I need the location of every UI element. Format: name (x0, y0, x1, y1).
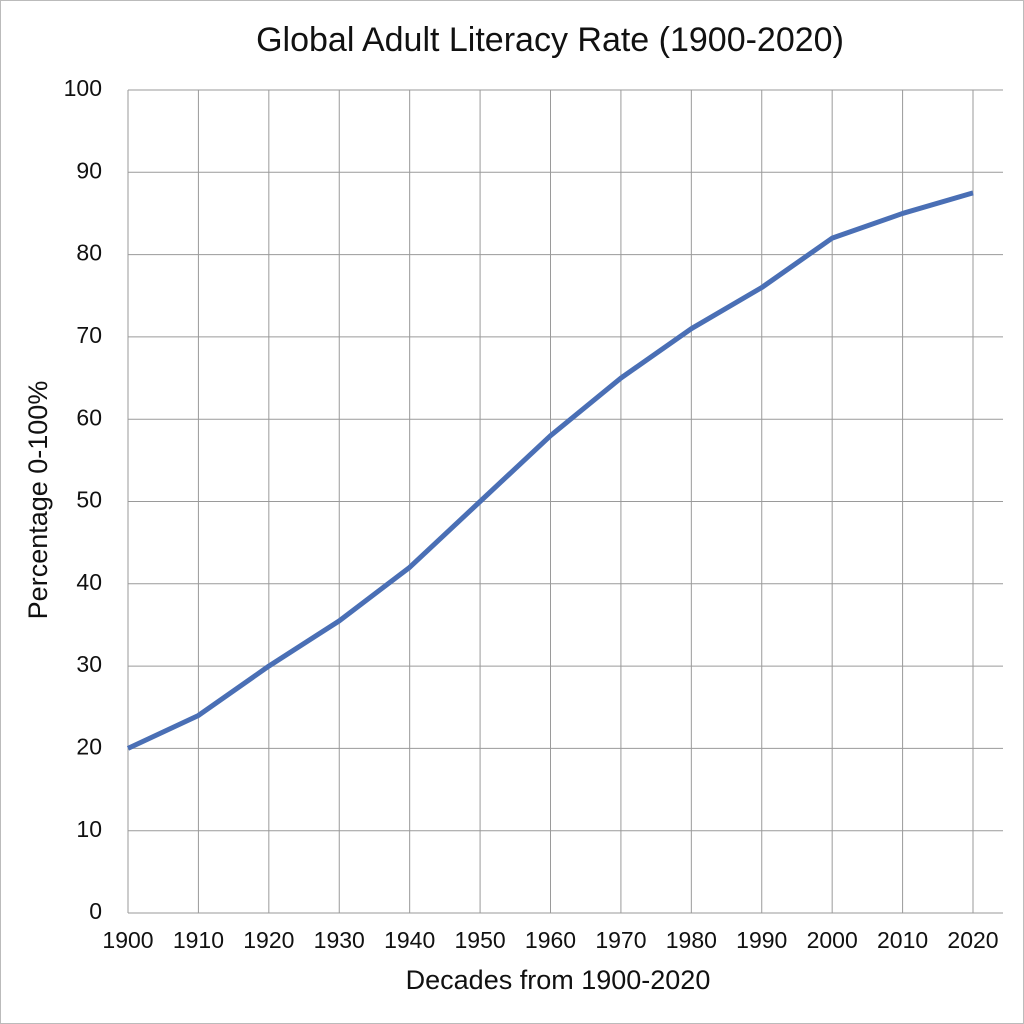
y-tick-label: 0 (89, 898, 102, 924)
x-tick-label: 1930 (314, 927, 365, 953)
y-tick-label: 100 (64, 75, 102, 101)
y-tick-label: 70 (76, 322, 102, 348)
x-tick-label: 1910 (173, 927, 224, 953)
chart-title: Global Adult Literacy Rate (1900-2020) (256, 21, 844, 59)
y-tick-label: 30 (76, 651, 102, 677)
y-tick-label: 20 (76, 733, 102, 759)
x-tick-label: 2010 (877, 927, 928, 953)
x-tick-label: 2020 (947, 927, 998, 953)
x-tick-label: 1950 (454, 927, 505, 953)
y-tick-label: 60 (76, 404, 102, 430)
x-axis-label: Decades from 1900-2020 (406, 965, 711, 995)
y-tick-label: 50 (76, 487, 102, 513)
y-tick-label: 80 (76, 240, 102, 266)
x-tick-label: 2000 (807, 927, 858, 953)
y-tick-label: 40 (76, 569, 102, 595)
x-tick-label: 1970 (595, 927, 646, 953)
y-axis-label: Percentage 0-100% (23, 381, 53, 620)
x-tick-label: 1940 (384, 927, 435, 953)
line (126, 190, 974, 751)
x-tick-label: 1990 (736, 927, 787, 953)
y-tick-label: 10 (76, 816, 102, 842)
x-tick-label: 1980 (666, 927, 717, 953)
x-tick-label: 1920 (243, 927, 294, 953)
x-tick-label: 1960 (525, 927, 576, 953)
y-tick-label: 90 (76, 157, 102, 183)
x-tick-label: 1900 (102, 927, 153, 953)
